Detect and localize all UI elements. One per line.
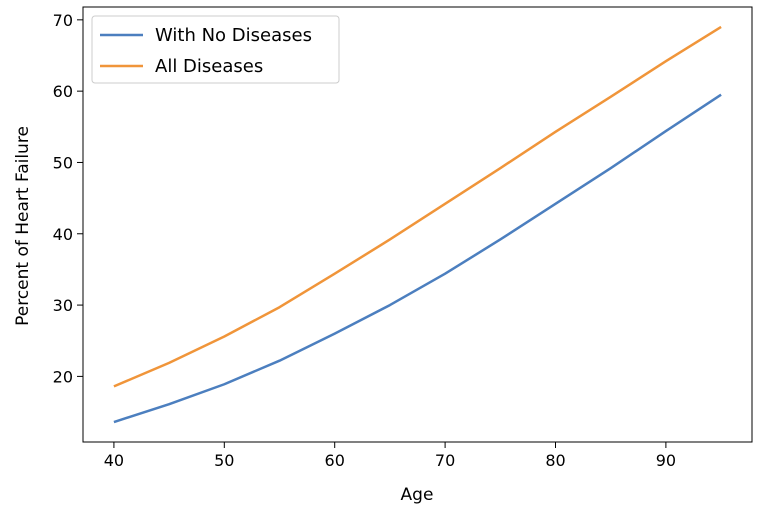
legend-box [91,15,340,84]
x-tick-label: 50 [214,451,234,470]
series-layer [113,25,722,424]
y-tick-label: 70 [53,11,73,30]
legend: With No Diseases All Diseases [91,15,340,84]
x-tick-label: 40 [104,451,124,470]
x-tick-label: 80 [545,451,565,470]
legend-label-all-diseases: All Diseases [155,56,263,77]
y-tick-label: 20 [53,367,73,386]
y-tick-label: 50 [53,153,73,172]
x-axis-label: Age [401,485,434,505]
y-axis-ticks: 20 30 40 50 60 70 [53,11,83,386]
series-line-with-no-diseases [113,93,722,424]
series-line-all-diseases [113,25,722,388]
legend-label-with-no-diseases: With No Diseases [155,25,312,46]
y-tick-label: 30 [53,296,73,315]
x-axis-ticks: 40 50 60 70 80 90 [104,442,676,470]
y-axis-label: Percent of Heart Failure [13,126,33,326]
x-tick-label: 90 [656,451,676,470]
y-tick-label: 60 [53,82,73,101]
x-tick-label: 70 [435,451,455,470]
x-tick-label: 60 [325,451,345,470]
y-tick-label: 40 [53,225,73,244]
